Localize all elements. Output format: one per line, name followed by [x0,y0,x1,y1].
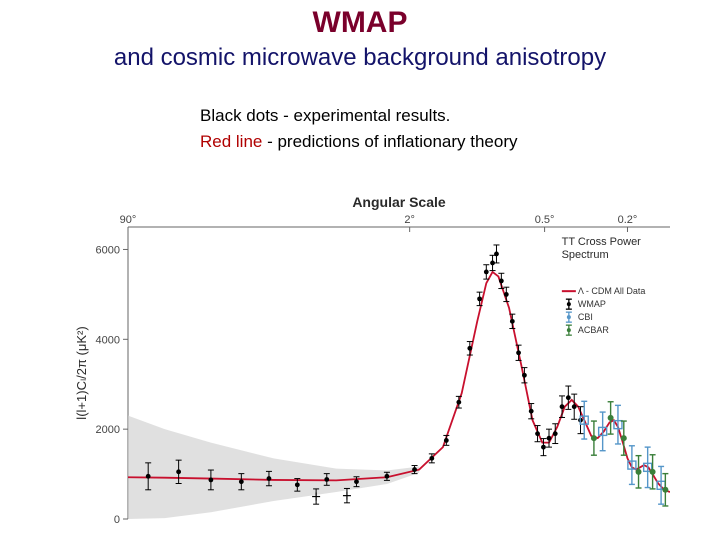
slide-title: WMAP [0,6,720,40]
svg-text:ACBAR: ACBAR [578,325,610,335]
svg-text:0.5°: 0.5° [535,214,555,226]
svg-text:0: 0 [114,514,120,525]
slide-subtitle: and cosmic microwave background anisotro… [0,44,720,72]
power-spectrum-chart: Angular Scale 0 2000 4000 6000 l(l+1)Cₗ/2π (μ… [70,195,680,525]
svg-text:Spectrum: Spectrum [562,249,609,261]
svg-text:CBI: CBI [578,312,593,322]
legend-1-rest: - experimental results. [278,106,450,125]
svg-text:2°: 2° [404,214,415,226]
svg-text:Λ - CDM All Data: Λ - CDM All Data [578,286,646,296]
svg-text:90°: 90° [120,214,137,226]
legend-2-key: Red line [200,132,262,151]
svg-text:Angular Scale: Angular Scale [352,195,446,210]
svg-text:2000: 2000 [96,424,120,436]
slide-root: WMAP and cosmic microwave background ani… [0,0,720,540]
legend-line-1: Black dots - experimental results. [200,106,660,126]
svg-text:4000: 4000 [96,334,120,346]
subtitle-text: and cosmic microwave background anisotro… [114,44,606,71]
svg-text:l(l+1)Cₗ/2π (μK²): l(l+1)Cₗ/2π (μK²) [74,326,89,419]
title-text: WMAP [313,6,408,39]
legend-1-key: Black dots [200,106,278,125]
svg-text:WMAP: WMAP [578,299,606,309]
svg-text:0.2°: 0.2° [618,214,638,226]
chart-svg: Angular Scale 0 2000 4000 6000 l(l+1)Cₗ/2π (μ… [70,195,680,525]
legend-line-2: Red line - predictions of inflationary t… [200,132,660,152]
svg-text:TT Cross Power: TT Cross Power [562,236,642,248]
text-legend: Black dots - experimental results. Red l… [200,100,660,158]
svg-text:6000: 6000 [96,244,120,256]
legend-2-rest: - predictions of inflationary theory [262,132,517,151]
